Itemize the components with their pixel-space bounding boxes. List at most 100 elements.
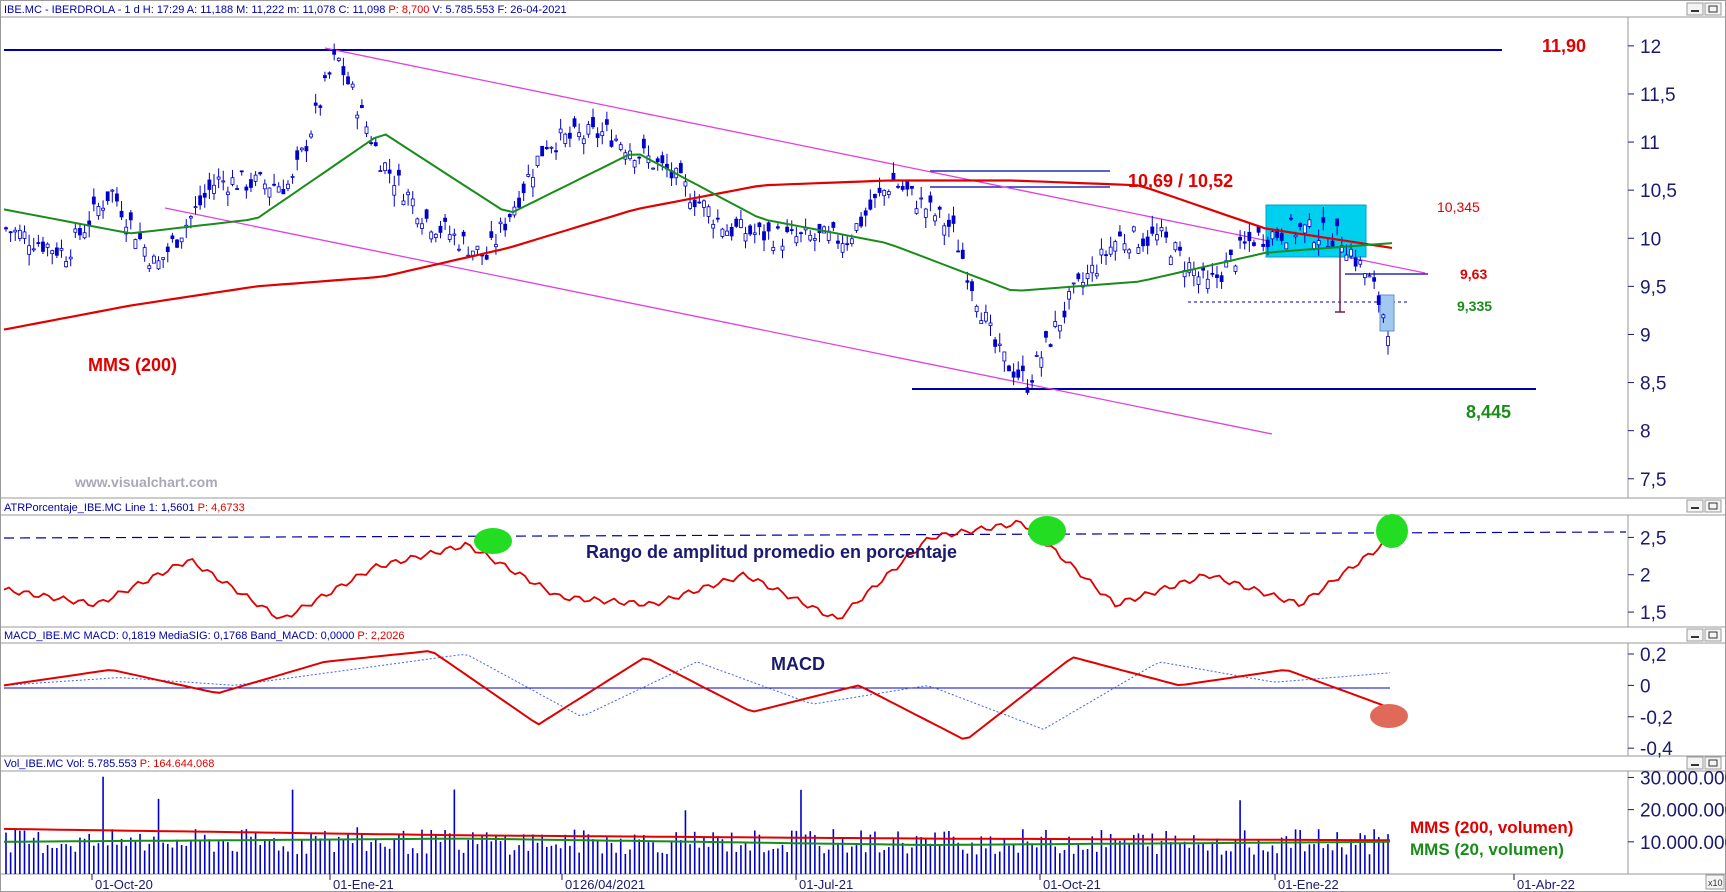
candle-body — [1034, 355, 1039, 357]
atr-maximize-button[interactable] — [1704, 499, 1722, 513]
date-label: 01 — [565, 877, 579, 892]
atr-highlights — [474, 514, 1408, 554]
vol-mms200-label: MMS (200, volumen) — [1410, 818, 1573, 837]
candle-body — [1196, 276, 1201, 285]
candle-body — [711, 224, 716, 229]
candle-body — [715, 217, 720, 220]
candle-body — [115, 193, 119, 202]
label-8-445: 8,445 — [1466, 402, 1511, 422]
candle-body — [364, 126, 369, 134]
candle-body — [415, 218, 420, 225]
candle-body — [1330, 240, 1335, 247]
candle-body — [702, 200, 706, 208]
candle-body — [983, 311, 988, 322]
candle-body — [720, 228, 725, 237]
candle-body — [1159, 227, 1164, 232]
candle-body — [170, 235, 175, 239]
candle-body — [1118, 231, 1122, 237]
candle-body — [808, 234, 813, 241]
candle-body — [845, 243, 850, 246]
date-label: 01-Ene-21 — [333, 877, 394, 892]
price-y-axis: 12 11,5 11 10,5 10 9,5 9 8,5 8 7,5 — [1628, 37, 1677, 491]
candle-body — [198, 195, 203, 206]
candle-body — [59, 247, 64, 251]
macd-window-buttons[interactable] — [1686, 628, 1722, 642]
macd-minimize-button[interactable] — [1686, 628, 1704, 642]
vol-tick-label: 30.000.000 — [1640, 768, 1726, 789]
candle-body — [868, 199, 873, 210]
price-minimize-button[interactable] — [1686, 2, 1704, 16]
maximize-icon — [1708, 759, 1718, 767]
candle-body — [202, 192, 207, 198]
vol-minimize-button[interactable] — [1686, 756, 1704, 770]
vol-window-buttons[interactable] — [1686, 756, 1722, 770]
macd-panel-header: MACD_IBE.MC MACD: 0,1819 MediaSIG: 0,176… — [4, 630, 404, 642]
date-label: 01-Oct-20 — [95, 877, 153, 892]
candle-body — [757, 222, 762, 228]
vol-mms20-line — [3, 837, 1391, 847]
candle-body — [258, 172, 263, 175]
date-label: 01-Jul-21 — [799, 877, 853, 892]
candle-body — [1233, 265, 1238, 272]
candle-body — [272, 183, 276, 186]
candle-body — [17, 230, 22, 239]
macd-highlight — [1370, 704, 1408, 728]
candle-body — [484, 254, 489, 260]
candle-body — [1316, 240, 1321, 246]
candle-body — [212, 184, 216, 194]
corner-button[interactable] — [1705, 874, 1725, 890]
candle-body — [350, 83, 355, 88]
candle-body — [1238, 236, 1242, 241]
macd-maximize-button[interactable] — [1704, 628, 1722, 642]
vol-maximize-button[interactable] — [1704, 756, 1722, 770]
candle-body — [831, 222, 836, 228]
candle-body — [249, 179, 253, 188]
vol-y-axis: 30.000.000 20.000.000 10.000.000 — [1628, 768, 1726, 854]
candle-body — [443, 217, 447, 222]
candle-body — [82, 232, 87, 239]
price-maximize-button[interactable] — [1704, 2, 1722, 16]
candle-body — [193, 206, 198, 209]
candle-body — [1113, 241, 1118, 252]
candle-body — [1210, 272, 1215, 275]
candle-body — [651, 167, 655, 170]
candle-body — [1191, 269, 1196, 277]
price-window-buttons[interactable] — [1686, 2, 1722, 16]
label-9-63: 9,63 — [1460, 266, 1487, 282]
candle-body — [1252, 242, 1256, 246]
candle-body — [1048, 344, 1053, 347]
atr-window-buttons[interactable] — [1686, 499, 1722, 513]
candle-body — [105, 191, 110, 201]
candle-body — [886, 191, 891, 195]
candle-body — [161, 257, 166, 260]
price-candles — [4, 43, 1390, 395]
candle-body — [1261, 243, 1266, 247]
candle-body — [794, 236, 799, 244]
date-label: 01-Ene-22 — [1278, 877, 1339, 892]
candle-body — [1335, 218, 1340, 227]
candle-body — [752, 232, 757, 235]
vol-panel-header: Vol_IBE.MC Vol: 5.785.553 P: 164.644.068 — [4, 758, 214, 770]
atr-highlight-2 — [1028, 516, 1066, 546]
candle-body — [31, 248, 36, 251]
candle-body — [1145, 236, 1150, 246]
candle-body — [142, 247, 147, 257]
candle-body — [290, 176, 295, 178]
candle-body — [175, 239, 179, 248]
corner-label: x10 — [1708, 878, 1723, 888]
candle-body — [697, 201, 702, 204]
candle-body — [734, 218, 739, 227]
candle-body — [1150, 226, 1155, 234]
candle-body — [1141, 238, 1145, 247]
candle-body — [743, 233, 748, 242]
candle-body — [554, 150, 558, 153]
candle-body — [1265, 239, 1270, 247]
candle-body — [540, 145, 545, 157]
candle-body — [22, 231, 27, 239]
candle-body — [1044, 331, 1048, 338]
candle-body — [41, 241, 45, 252]
candle-body — [1376, 295, 1381, 305]
atr-minimize-button[interactable] — [1686, 499, 1704, 513]
candle-body — [128, 212, 133, 221]
